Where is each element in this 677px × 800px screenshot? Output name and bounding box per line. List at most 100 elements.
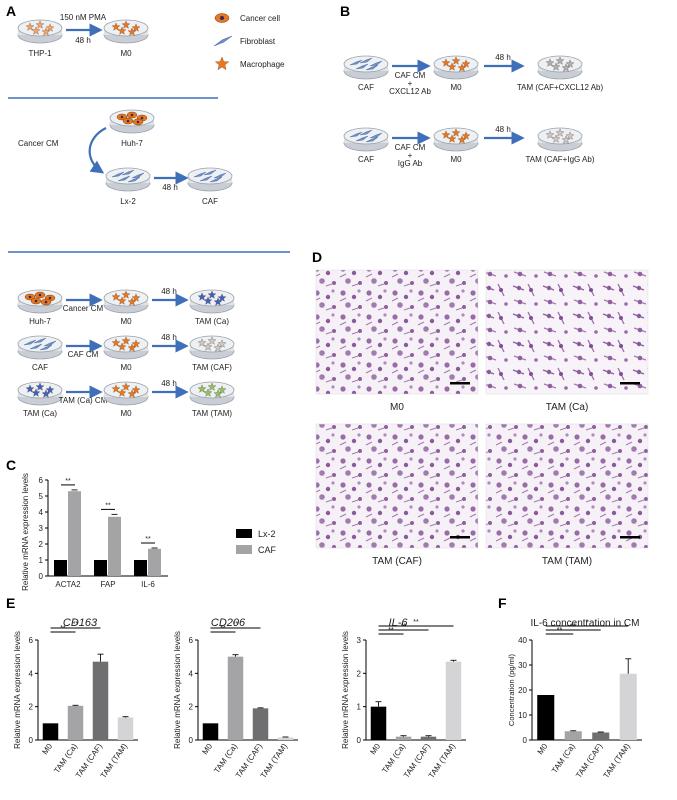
macrophage-icon [203, 296, 213, 305]
macrophage-icon [565, 59, 575, 68]
fibroblast-icon [203, 169, 217, 176]
bar [277, 737, 294, 740]
scale-bar [620, 382, 640, 385]
dish-top [17, 335, 63, 353]
macrophage-icon [461, 59, 471, 68]
panel-a-schematic: THP-1 150 nM PMA 48 h M0 Cancer cell Fibrobla… [17, 13, 285, 418]
y-tick-label: 10 [518, 711, 527, 720]
macrophage-icon [207, 382, 217, 391]
macrophage-icon [551, 62, 561, 71]
y-tick-label: 0 [39, 572, 44, 581]
macrophage-icon [203, 388, 213, 397]
dish-top [433, 127, 479, 145]
arrow-label-pma: 150 nM PMA [60, 13, 107, 22]
fibroblast-icon [127, 176, 141, 183]
macrophage-icon [451, 128, 461, 137]
chart-e-cd206: 0 2 4 6 Relative mRNA expression levels CD206… [173, 617, 298, 780]
cancer-cell-nucleus [126, 119, 130, 123]
legend-cancer-nucleus [220, 16, 224, 20]
macrophage-icon [207, 336, 217, 345]
arrow-label-48h: 48 h [162, 183, 178, 192]
macrophage-icon [41, 389, 51, 398]
fibroblast-icon [369, 132, 383, 139]
dish-label-thp1: THP-1 [28, 49, 52, 58]
legend-macrophage: Macrophage [240, 60, 285, 69]
macrophage-icon [217, 339, 227, 348]
x-tick-label: FAP [100, 580, 115, 589]
curve-label-cancer-cm: Cancer CM [18, 139, 59, 148]
significance-label: ** [145, 536, 151, 543]
y-tick-label: 4 [189, 669, 194, 678]
macrophage-icon [213, 297, 223, 306]
x-tick-label: M0 [200, 742, 214, 757]
fibroblast-icon [355, 63, 369, 70]
arrow-label-time: 48 h [161, 379, 177, 388]
macrophage-icon [447, 134, 457, 143]
bar [252, 708, 269, 740]
scale-bar [450, 382, 470, 385]
fibroblast-icon [199, 175, 213, 182]
x-tick-label: TAM (Ca) [52, 742, 79, 775]
bar [134, 560, 147, 576]
dish-output [189, 289, 235, 314]
y-tick-label: 2 [189, 703, 194, 712]
cancer-cell-nucleus [38, 293, 42, 297]
macrophage-icon [131, 23, 141, 32]
dish-top [103, 19, 149, 37]
macrophage-icon [213, 343, 223, 352]
macrophage-icon [551, 134, 561, 143]
y-tick-label: 0 [357, 736, 362, 745]
y-tick-label: 1 [357, 703, 362, 712]
dish-label-source: TAM (Ca) [23, 409, 57, 418]
dish-m0 [433, 55, 479, 80]
y-tick-label: 0 [189, 736, 194, 745]
bar [619, 673, 637, 740]
chart-title: CD206 [211, 617, 246, 629]
cancer-cell-nucleus [120, 115, 124, 119]
fibroblast-icon [349, 59, 363, 66]
x-tick-label: M0 [40, 742, 54, 757]
dish-top [103, 289, 149, 307]
bar [202, 723, 219, 740]
bar [420, 736, 437, 740]
scale-bar [450, 536, 470, 539]
fibroblast-icon [349, 131, 363, 138]
dish-source [17, 335, 63, 360]
dish-top [343, 127, 389, 145]
macrophage-icon [35, 382, 45, 391]
y-tick-label: 3 [39, 524, 44, 533]
macrophage-icon [441, 130, 451, 139]
y-tick-label: 3 [357, 636, 362, 645]
dish-top [17, 381, 63, 399]
arrow-label-time: 48 h [495, 125, 511, 134]
dish-top [433, 55, 479, 73]
bar [68, 491, 81, 576]
y-tick-label: 2 [357, 669, 362, 678]
y-tick-label: 0 [523, 736, 528, 745]
significance-label: ** [413, 619, 419, 626]
macrophage-icon [207, 290, 217, 299]
micrograph [485, 423, 649, 549]
dish-top [105, 167, 151, 185]
bar [94, 560, 107, 576]
macrophage-icon [117, 342, 127, 351]
macrophage-icon [441, 58, 451, 67]
micrograph [315, 269, 479, 395]
fibroblast-icon [111, 171, 125, 178]
bar [54, 560, 67, 576]
dish-caf [187, 167, 233, 192]
arrow-label-time: 48 h [161, 333, 177, 342]
fibroblast-icon [117, 175, 131, 182]
x-tick-label: TAM (Ca) [212, 742, 239, 775]
dish-output [537, 127, 583, 152]
dish-label-output: TAM (CAF+CXCL12 Ab) [517, 83, 604, 92]
macrophage-icon [197, 384, 207, 393]
macrophage-icon [127, 389, 137, 398]
dish-label-output: TAM (Ca) [195, 317, 229, 326]
dish-top [103, 335, 149, 353]
macrophage-icon [31, 388, 41, 397]
arrow-label-cm: CAF CM [68, 350, 99, 359]
macrophage-icon [117, 296, 127, 305]
macrophage-icon [41, 27, 51, 36]
